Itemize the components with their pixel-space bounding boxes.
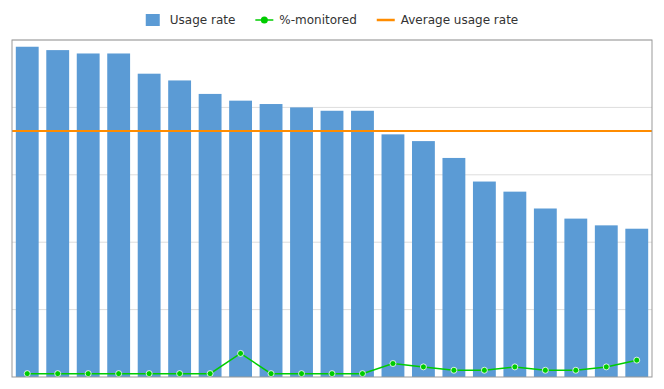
marker xyxy=(116,371,122,377)
bar xyxy=(625,229,648,377)
legend-label: %-monitored xyxy=(279,13,356,27)
bar xyxy=(107,53,130,377)
bar xyxy=(382,134,405,377)
legend-swatch xyxy=(261,17,268,24)
marker xyxy=(573,367,579,373)
legend-item: Usage rate xyxy=(146,13,236,27)
bar xyxy=(290,107,313,377)
legend-swatch xyxy=(146,14,160,26)
bar xyxy=(412,141,435,377)
marker xyxy=(451,367,457,373)
bar xyxy=(503,192,526,377)
marker xyxy=(85,371,91,377)
marker xyxy=(603,364,609,370)
bar xyxy=(595,225,618,377)
bar xyxy=(229,101,252,377)
chart: Usage rate %-monitored Average usage rate xyxy=(0,0,664,389)
marker xyxy=(207,371,213,377)
legend-swatch xyxy=(377,19,395,22)
marker xyxy=(420,364,426,370)
bar xyxy=(199,94,222,377)
marker xyxy=(512,364,518,370)
bar xyxy=(442,158,465,377)
marker xyxy=(55,371,61,377)
bar xyxy=(473,182,496,377)
bar xyxy=(46,50,69,377)
plot-frame xyxy=(12,40,652,377)
marker xyxy=(359,371,365,377)
bar xyxy=(534,209,557,378)
bar xyxy=(138,74,161,377)
bar xyxy=(260,104,283,377)
plot-area xyxy=(12,40,652,377)
marker xyxy=(238,350,244,356)
marker xyxy=(634,357,640,363)
bar xyxy=(168,80,191,377)
bar xyxy=(564,219,587,377)
legend-item: Average usage rate xyxy=(377,13,519,27)
plot-marks xyxy=(12,47,652,377)
bar xyxy=(351,111,374,377)
legend-item: %-monitored xyxy=(255,13,356,27)
marker xyxy=(177,371,183,377)
marker xyxy=(542,367,548,373)
legend: Usage rate %-monitored Average usage rate xyxy=(146,13,519,27)
marker xyxy=(146,371,152,377)
marker xyxy=(268,371,274,377)
legend-label: Average usage rate xyxy=(401,13,519,27)
marker xyxy=(24,371,30,377)
marker xyxy=(299,371,305,377)
legend-label: Usage rate xyxy=(170,13,236,27)
marker xyxy=(481,367,487,373)
average-line xyxy=(12,130,652,132)
bar xyxy=(16,47,39,377)
bar xyxy=(77,53,100,377)
bar xyxy=(321,111,344,377)
marker xyxy=(390,361,396,367)
marker xyxy=(329,371,335,377)
